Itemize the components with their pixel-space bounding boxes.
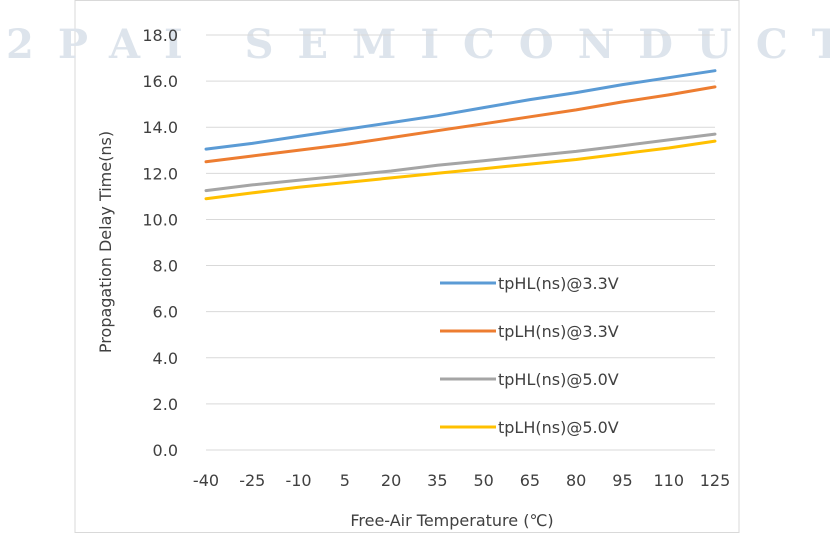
gridlines	[206, 34, 715, 451]
x-tick-label: 80	[566, 471, 586, 490]
series-line	[204, 85, 717, 164]
legend-label: tpHL(ns)@5.0V	[498, 370, 619, 389]
y-tick-label: 4.0	[153, 349, 178, 368]
x-tick-label: 20	[381, 471, 401, 490]
x-tick-label: 35	[427, 471, 447, 490]
legend-label: tpLH(ns)@3.3V	[498, 322, 619, 341]
x-tick-labels: -40 -25 -10 5 20 35 50 65 80 95 110 125	[193, 471, 730, 490]
x-tick-label: 125	[700, 471, 731, 490]
y-tick-label: 10.0	[142, 210, 178, 229]
legend-label: tpLH(ns)@5.0V	[498, 418, 619, 437]
x-tick-label: -40	[193, 471, 219, 490]
x-tick-label: 65	[520, 471, 540, 490]
series-line	[204, 139, 717, 201]
legend-label: tpHL(ns)@3.3V	[498, 274, 619, 293]
x-tick-label: 95	[612, 471, 632, 490]
x-tick-label: -25	[239, 471, 265, 490]
y-tick-label: 2.0	[153, 395, 178, 414]
y-tick-label: 12.0	[142, 164, 178, 183]
x-tick-label: -10	[285, 471, 311, 490]
y-tick-label: 6.0	[153, 303, 178, 322]
x-tick-label: 110	[653, 471, 684, 490]
legend: tpHL(ns)@3.3V tpLH(ns)@3.3V tpHL(ns)@5.0V t…	[440, 274, 619, 437]
x-axis-title: Free-Air Temperature (℃)	[350, 511, 553, 530]
y-tick-label: 14.0	[142, 118, 178, 137]
series-lines	[204, 69, 717, 201]
y-tick-label: 16.0	[142, 72, 178, 91]
y-tick-label: 18.0	[142, 26, 178, 45]
x-tick-label: 5	[340, 471, 350, 490]
y-tick-label: 0.0	[153, 441, 178, 460]
y-tick-label: 8.0	[153, 257, 178, 276]
x-tick-label: 50	[473, 471, 493, 490]
y-tick-labels: 0.0 2.0 4.0 6.0 8.0 10.0 12.0 14.0 16.0 18.0	[142, 26, 178, 460]
series-line	[204, 69, 717, 151]
chart-frame	[74, 0, 740, 533]
y-axis-title: Propagation Delay Time(ns)	[96, 131, 115, 353]
watermark-text: 2PAI SEMICONDUCTOR	[6, 21, 830, 68]
series-line	[204, 132, 717, 193]
